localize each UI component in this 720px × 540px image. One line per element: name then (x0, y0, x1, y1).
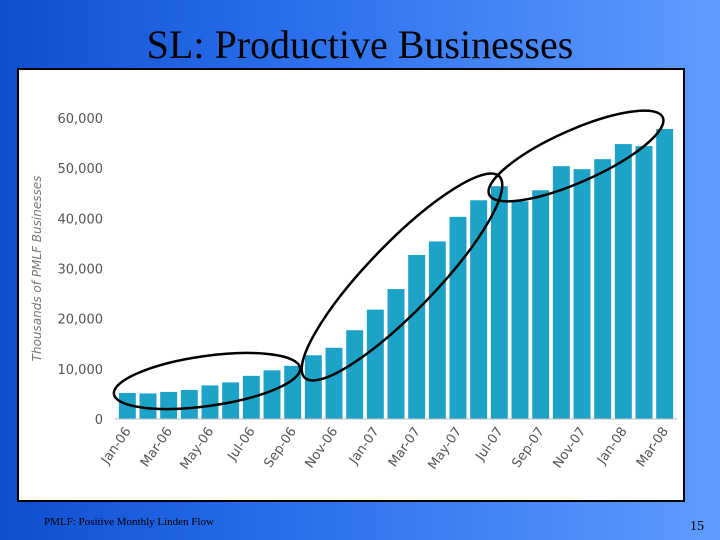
bar (304, 355, 322, 419)
bar (263, 370, 281, 419)
bar (387, 289, 405, 419)
x-tick-label: Mar-06 (138, 425, 176, 470)
y-tick-label: 20,000 (58, 313, 104, 328)
bar-chart: Thousands of PMLF Businesses 0 10,000 20,0… (30, 109, 677, 473)
y-tick-label: 60,000 (58, 112, 104, 127)
x-tick-label: May-06 (178, 425, 218, 473)
x-tick-label: Mar-08 (634, 425, 672, 470)
y-tick-label: 10,000 (58, 363, 104, 378)
bar (532, 190, 550, 419)
x-tick-label: Sep-06 (261, 425, 300, 471)
bar (366, 309, 384, 419)
bar (428, 241, 446, 419)
bar (573, 169, 591, 419)
bar (408, 254, 426, 419)
bars (118, 129, 674, 419)
y-tick-label: 0 (95, 413, 103, 428)
x-tick-label: Nov-06 (302, 425, 341, 472)
footnote: PMLF: Positive Monthly Linden Flow (44, 516, 214, 528)
x-tick-label: Jul-07 (473, 425, 507, 465)
bar (552, 166, 570, 419)
bar (284, 365, 302, 419)
bar (490, 186, 508, 419)
x-tick-label: Nov-07 (550, 425, 589, 472)
bar (449, 216, 467, 419)
highlight-ellipse-late (487, 109, 665, 203)
x-tick-label: Jan-08 (594, 425, 631, 468)
x-tick-label: Jan-07 (346, 425, 383, 468)
bar (594, 159, 612, 419)
bar (118, 392, 136, 419)
x-tick-labels: Jan-06 Mar-06 May-06 Jul-06 Sep-06 Nov-06 Jan-… (98, 425, 672, 473)
chart-frame: Thousands of PMLF Businesses 0 10,000 20,0… (17, 68, 685, 502)
highlight-ellipses (112, 109, 665, 411)
bar (614, 144, 632, 419)
y-axis-title-group: Thousands of PMLF Businesses (30, 176, 44, 362)
bar (325, 347, 343, 419)
y-tick-label: 50,000 (58, 162, 104, 177)
y-tick-label: 30,000 (58, 263, 104, 278)
bar (346, 330, 364, 419)
x-tick-label: Mar-07 (386, 425, 424, 470)
bar (470, 200, 488, 419)
highlight-ellipse-early (112, 351, 302, 411)
y-tick-label: 40,000 (58, 212, 104, 227)
bar (635, 146, 653, 419)
bar (139, 393, 157, 419)
bar (656, 129, 674, 419)
slide-title: SL: Productive Businesses (146, 22, 574, 67)
x-tick-label: May-07 (426, 425, 466, 473)
x-tick-label: Sep-07 (509, 425, 548, 471)
y-axis-title: Thousands of PMLF Businesses (30, 176, 44, 362)
bar (201, 385, 219, 419)
page-number: 15 (690, 519, 704, 534)
bar (180, 389, 198, 419)
x-tick-label: Jan-06 (98, 425, 135, 468)
bar (222, 382, 240, 419)
highlight-ellipse-growth (300, 172, 504, 382)
bar (511, 201, 529, 419)
bar (160, 391, 178, 419)
y-tick-labels: 0 10,000 20,000 30,000 40,000 50,000 60,000 (58, 112, 104, 428)
x-tick-label: Jul-06 (225, 425, 259, 465)
